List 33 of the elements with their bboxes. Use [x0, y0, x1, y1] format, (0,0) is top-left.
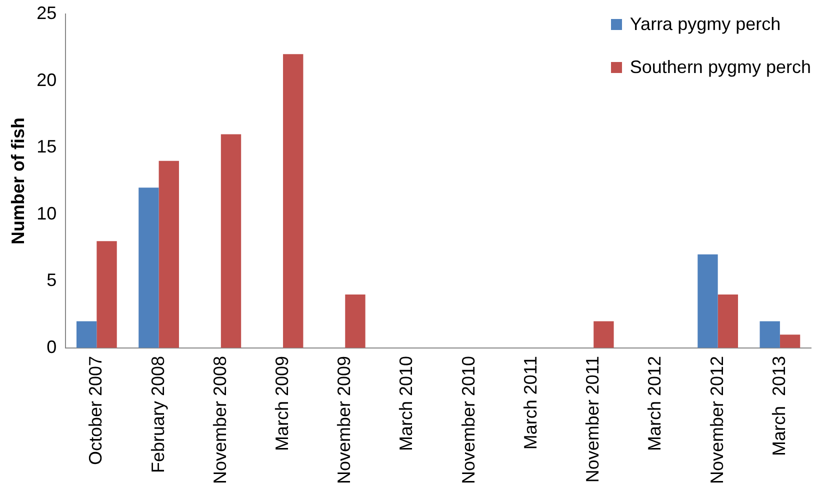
x-tick-label: March 2010	[396, 356, 416, 451]
y-tick-label: 10	[36, 203, 57, 224]
bar	[283, 54, 304, 348]
y-tick-label: 20	[36, 70, 57, 90]
x-tick-label: November 2011	[582, 356, 603, 483]
x-tick-label: February 2008	[148, 356, 168, 474]
x-tick-label: November 2010	[458, 356, 478, 484]
x-tick-label: March 2009	[272, 356, 292, 451]
y-tick-label: 0	[46, 336, 57, 357]
x-tick-label: March 2011	[520, 356, 540, 450]
bar	[760, 321, 780, 348]
x-tick-label: November 2008	[210, 356, 230, 484]
bar	[220, 134, 242, 348]
y-tick-label: 15	[36, 136, 57, 157]
bar	[345, 294, 366, 348]
bar	[594, 321, 614, 348]
x-tick-label: March 2013	[768, 356, 789, 456]
bar	[698, 254, 718, 348]
bar	[138, 188, 159, 348]
y-tick-label: 25	[36, 2, 57, 23]
y-axis-title: Number of fish	[8, 117, 28, 244]
x-tick-label: March 2012	[644, 356, 665, 451]
legend-label: Yarra pygmy perch	[630, 14, 781, 35]
bar	[718, 294, 738, 348]
x-tick-label: November 2012	[706, 356, 727, 484]
x-tick-label: November 2009	[334, 356, 354, 484]
y-tick-label: 5	[46, 270, 57, 290]
legend-label: Southern pygmy perch	[630, 57, 811, 78]
bar	[76, 321, 97, 348]
bar	[96, 241, 117, 348]
bar	[780, 334, 800, 348]
x-tick-label: October 2007	[86, 356, 106, 466]
bar	[158, 160, 179, 348]
